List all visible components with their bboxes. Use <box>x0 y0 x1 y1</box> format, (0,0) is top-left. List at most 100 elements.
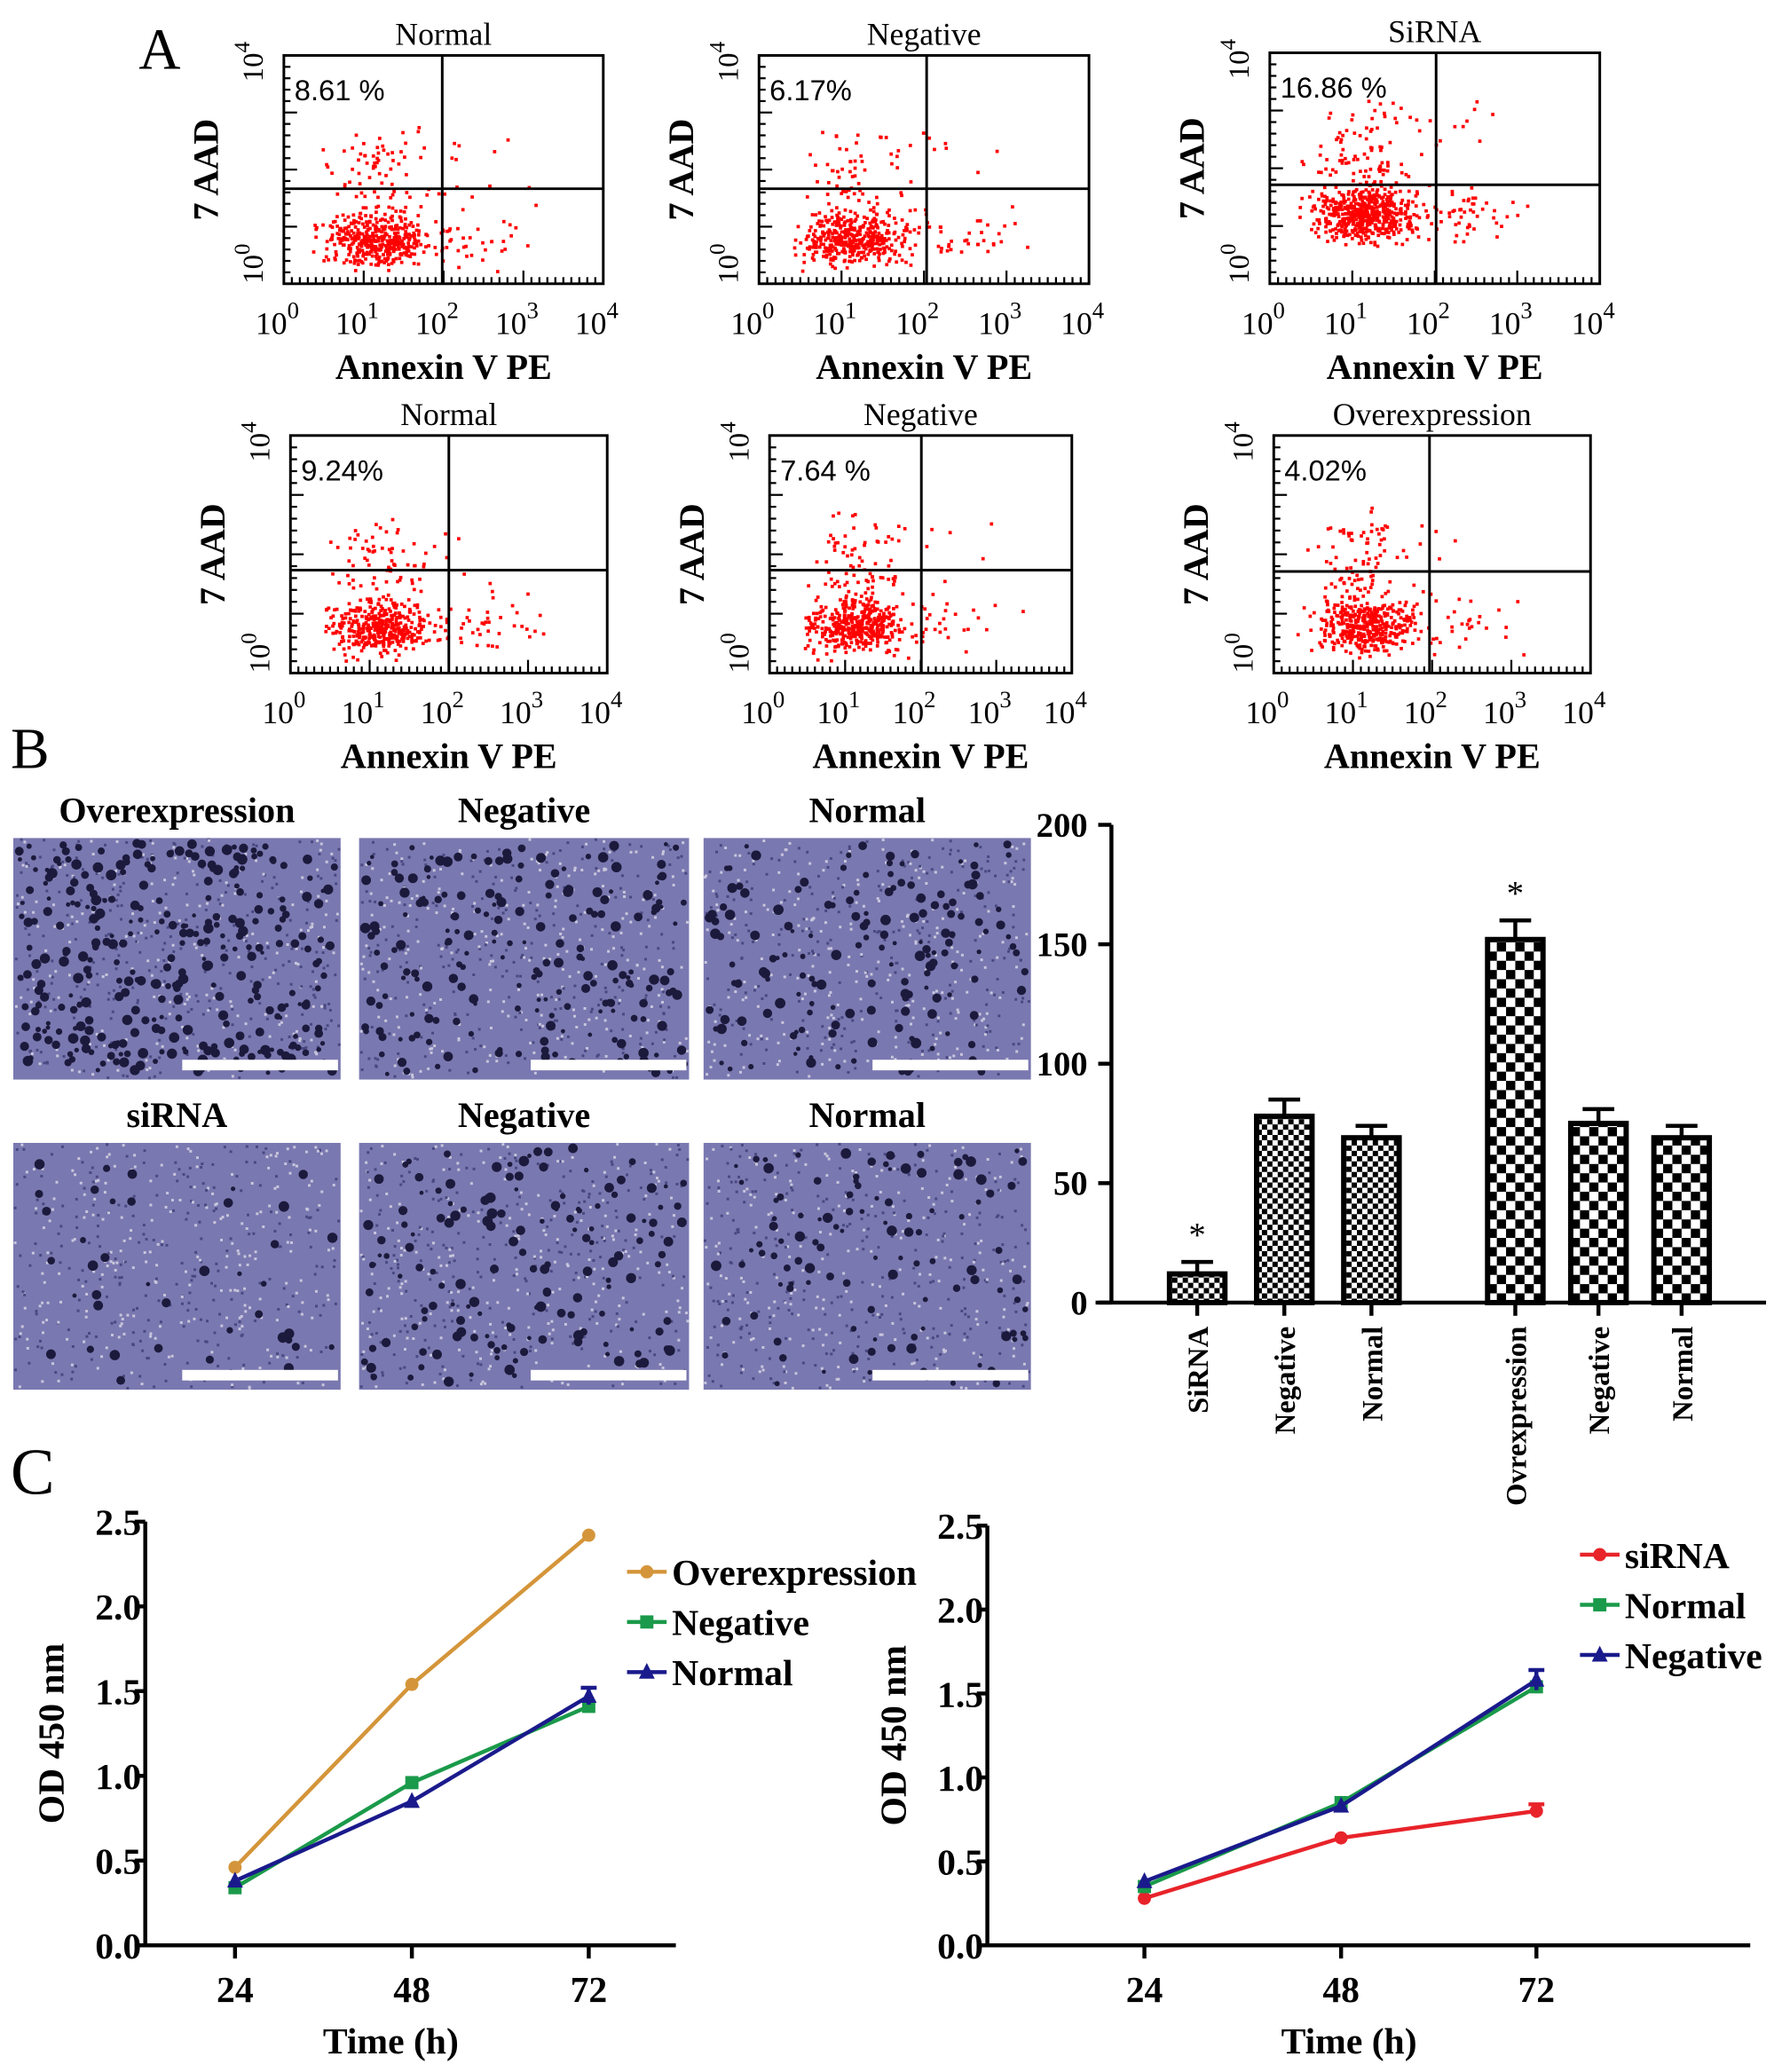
texture-speck <box>227 939 231 942</box>
event-dot <box>417 611 422 614</box>
event-dot <box>861 237 864 241</box>
x-tick-label: 101 <box>816 686 860 730</box>
event-dot <box>1351 218 1355 223</box>
texture-speck <box>66 913 69 917</box>
event-dot <box>403 155 406 159</box>
stained-cell <box>26 843 32 849</box>
event-dot <box>324 255 328 259</box>
event-dot <box>1349 217 1352 221</box>
texture-speck <box>201 1012 205 1016</box>
event-dot <box>865 603 869 608</box>
event-dot <box>838 625 841 629</box>
texture-speck <box>621 989 625 992</box>
stained-cell <box>107 895 116 903</box>
event-dot <box>465 616 469 619</box>
event-dot <box>884 540 887 544</box>
event-dot <box>392 238 397 242</box>
event-dot <box>358 216 362 219</box>
x-tick-label: 104 <box>575 296 619 341</box>
event-dot <box>1319 209 1323 213</box>
event-dot <box>1383 187 1387 192</box>
event-dot <box>858 188 862 193</box>
texture-speck <box>660 933 664 936</box>
event-dot <box>349 546 352 550</box>
event-dot <box>390 182 394 186</box>
event-dot <box>352 629 357 634</box>
event-dot <box>1397 623 1401 627</box>
event-dot <box>1358 637 1362 642</box>
event-dot <box>877 256 880 260</box>
event-dot <box>938 225 942 229</box>
texture-speck <box>278 1023 281 1027</box>
texture-speck <box>406 944 409 948</box>
event-dot <box>407 630 412 634</box>
event-dot <box>893 230 897 234</box>
texture-speck <box>268 975 272 979</box>
event-dot <box>1359 216 1363 219</box>
event-dot <box>1351 193 1355 197</box>
event-dot <box>832 544 837 548</box>
event-dot <box>853 166 857 170</box>
event-dot <box>837 511 841 516</box>
event-dot <box>807 584 811 588</box>
event-dot <box>829 634 832 638</box>
event-dot <box>1351 229 1355 232</box>
event-dot <box>1400 628 1405 633</box>
event-dot <box>1333 567 1337 571</box>
event-dot <box>1380 626 1384 630</box>
stained-cell <box>39 953 51 964</box>
event-dot <box>1398 631 1402 635</box>
event-dot <box>417 126 422 130</box>
x-tick-label: 102 <box>1404 686 1447 730</box>
event-dot <box>843 545 848 549</box>
event-dot <box>1397 608 1401 612</box>
event-dot <box>911 603 915 606</box>
event-dot <box>354 620 359 625</box>
event-dot <box>358 231 361 235</box>
event-dot <box>382 253 385 256</box>
event-dot <box>388 619 391 624</box>
texture-speck <box>51 975 54 979</box>
stained-cell <box>147 863 156 873</box>
x-tick-label: 101 <box>1324 296 1368 341</box>
event-dot <box>484 620 488 625</box>
event-dot <box>871 591 875 595</box>
x-axis-label: Annexin V PE <box>1327 347 1543 387</box>
event-dot <box>400 244 404 248</box>
texture-speck <box>429 1047 432 1051</box>
event-dot <box>448 239 452 243</box>
event-dot <box>384 530 389 534</box>
event-dot <box>1322 630 1327 634</box>
event-dot <box>842 616 847 620</box>
event-dot <box>343 149 346 154</box>
event-dot <box>1367 190 1371 194</box>
event-dot <box>368 605 373 609</box>
event-dot <box>374 263 378 267</box>
stained-cell <box>177 968 186 977</box>
event-dot <box>847 231 850 234</box>
event-dot <box>822 249 826 254</box>
event-dot <box>450 156 454 161</box>
stained-cell <box>177 973 189 984</box>
stained-cell <box>174 846 185 856</box>
x-tick-label: 104 <box>1061 296 1104 341</box>
event-dot <box>382 632 386 636</box>
event-dot <box>437 608 441 612</box>
event-dot <box>361 630 366 634</box>
event-dot <box>396 642 400 646</box>
event-dot <box>900 218 904 222</box>
event-dot <box>1323 634 1327 637</box>
event-dot <box>1349 628 1353 633</box>
event-dot <box>411 225 415 228</box>
event-dot <box>991 242 996 247</box>
event-dot <box>357 642 361 647</box>
event-dot <box>1355 573 1360 578</box>
event-dot <box>893 217 896 220</box>
event-dot <box>1352 194 1356 199</box>
event-dot <box>981 556 985 561</box>
texture-speck <box>101 876 105 879</box>
event-dot <box>831 235 835 240</box>
event-dot <box>863 614 867 618</box>
texture-speck <box>236 1014 240 1018</box>
event-dot <box>837 220 841 225</box>
